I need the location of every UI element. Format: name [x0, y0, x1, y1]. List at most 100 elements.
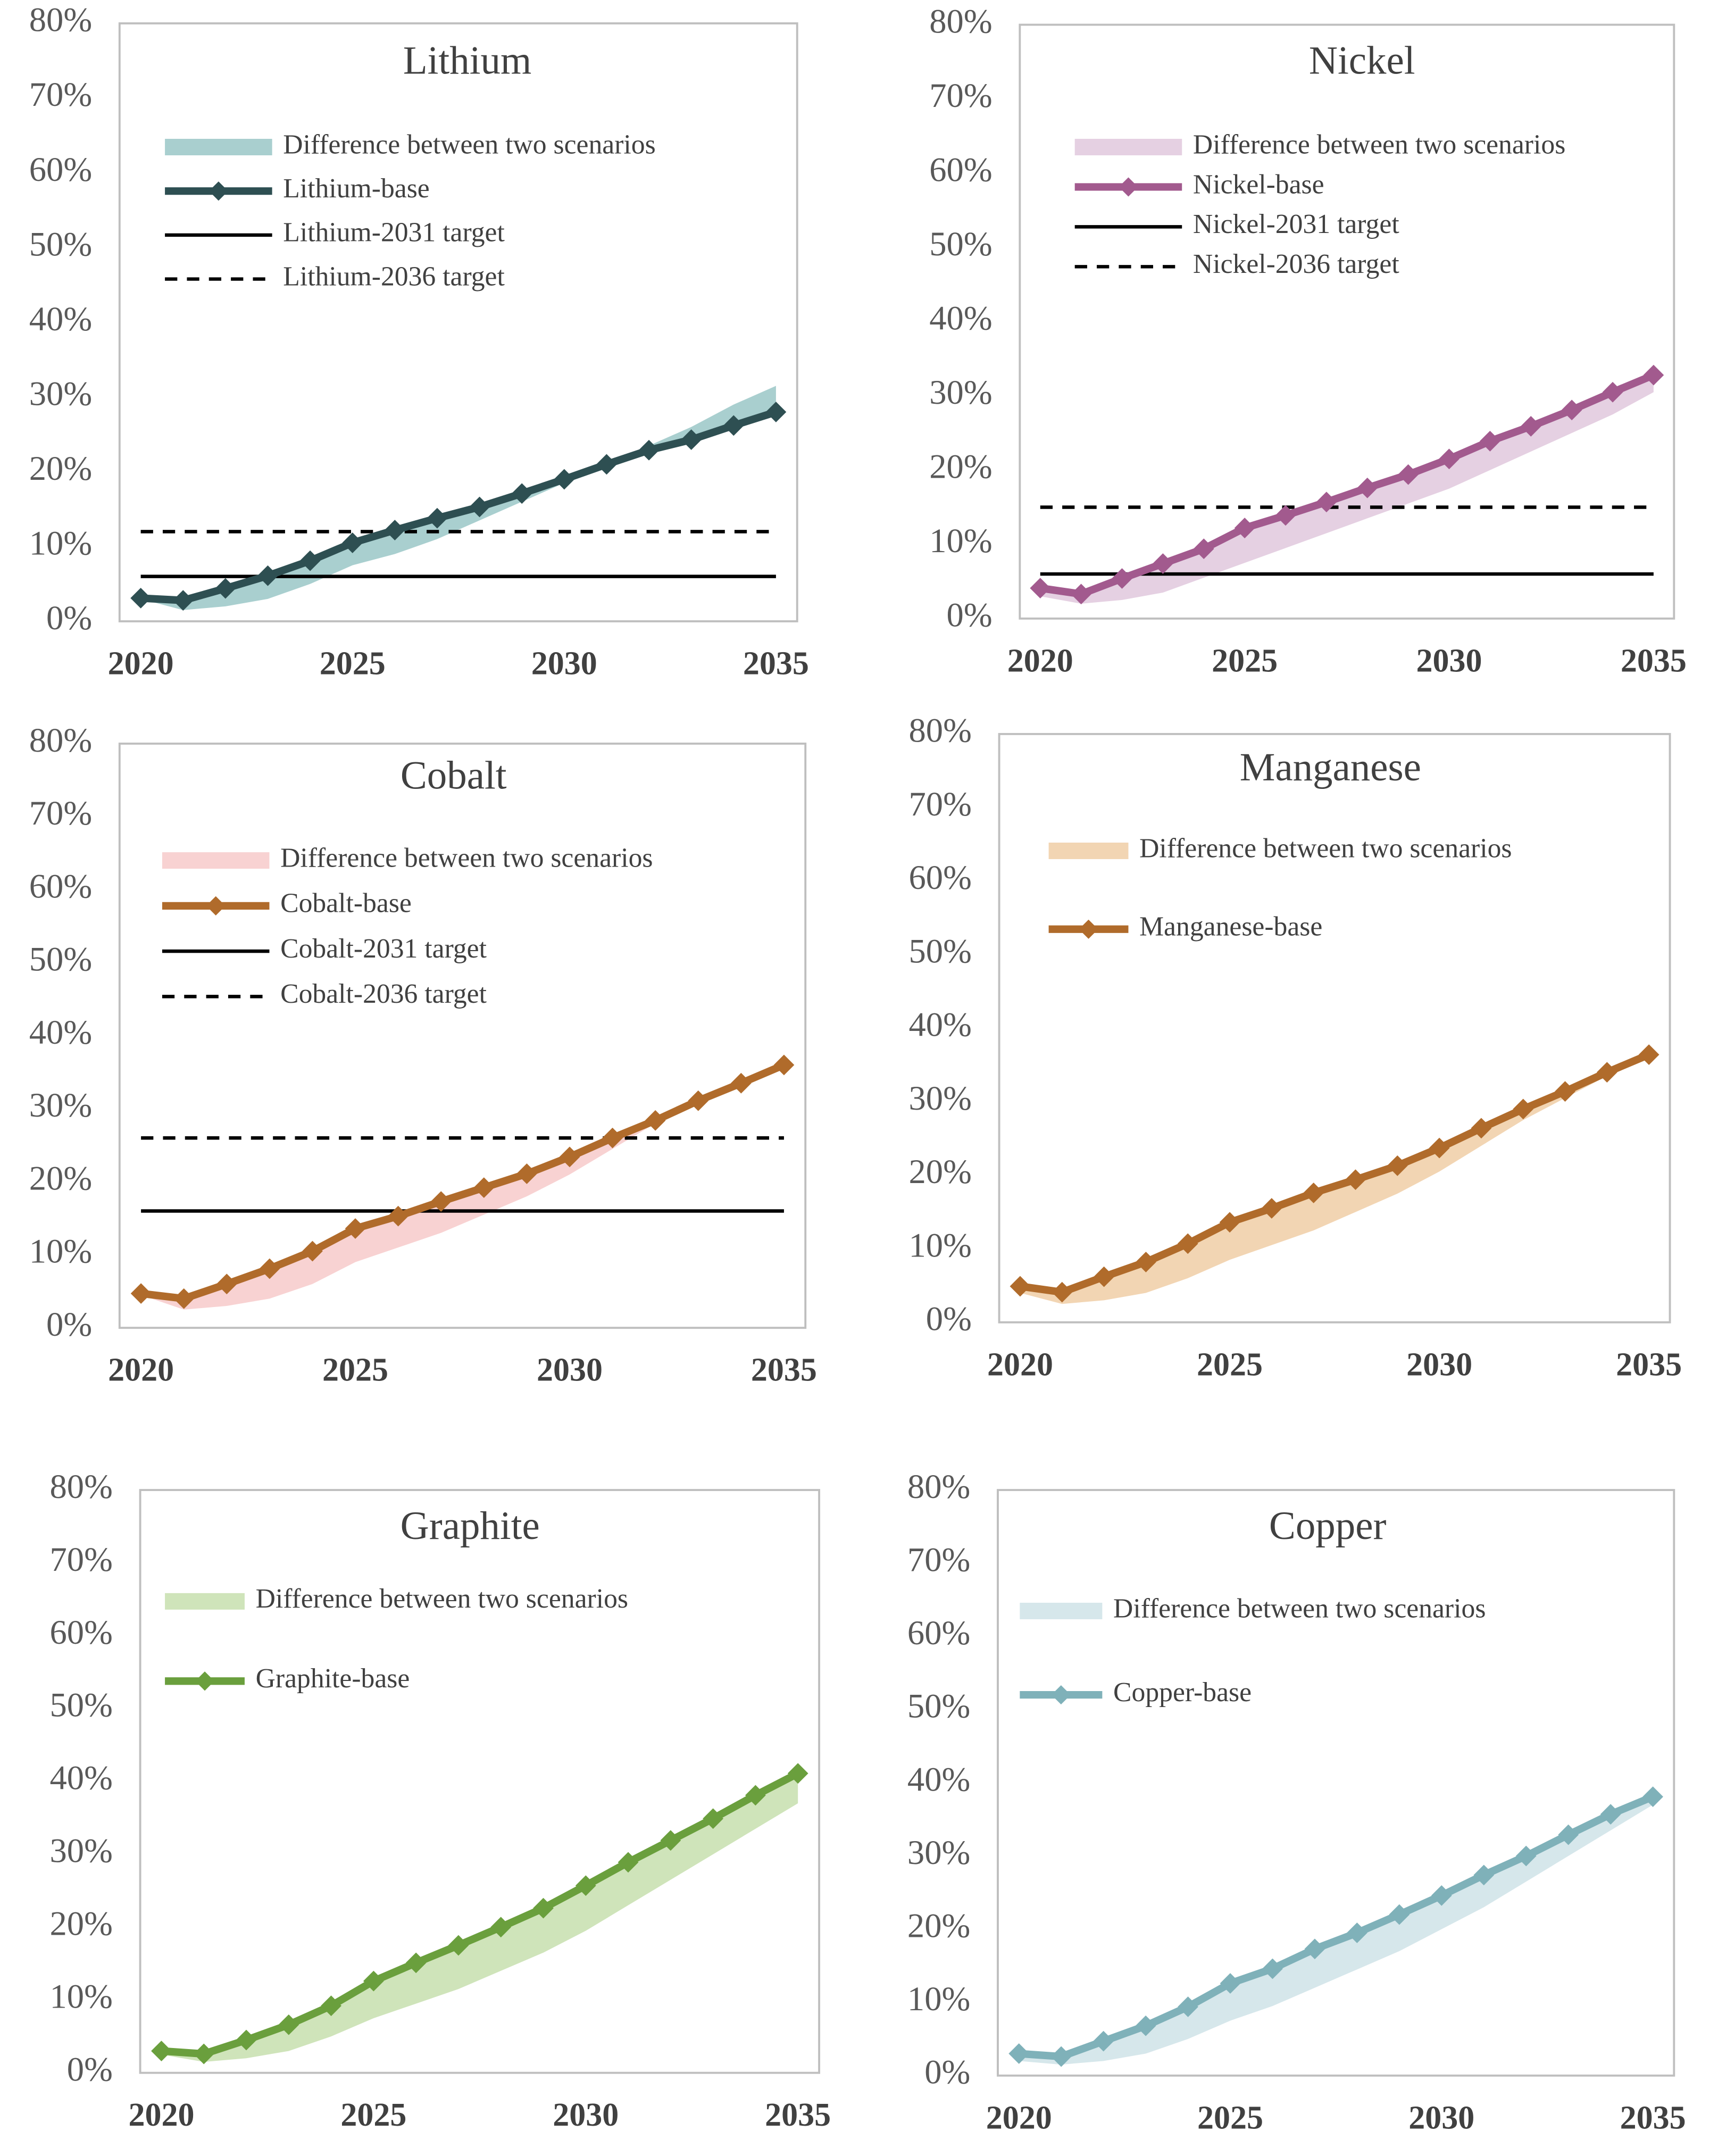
base-marker — [723, 415, 744, 436]
legend-label: Copper-base — [1113, 1677, 1252, 1708]
legend-swatch — [1048, 842, 1129, 859]
y-tick-label: 30% — [50, 1832, 113, 1870]
legend-marker — [209, 181, 228, 201]
legend-label: Nickel-2031 target — [1193, 209, 1399, 239]
plot-frame — [118, 743, 807, 1329]
base-marker — [1638, 1044, 1659, 1065]
y-tick-label: 70% — [29, 794, 92, 832]
plot-frame — [997, 1489, 1675, 2077]
legend-marker — [206, 896, 226, 915]
legend-marker — [195, 1671, 215, 1691]
legend-marker — [1119, 177, 1138, 197]
base-marker — [533, 1897, 554, 1919]
legend-label: Lithium-2036 target — [283, 261, 505, 292]
y-tick-label: 40% — [29, 299, 92, 338]
legend-swatch — [1074, 138, 1182, 155]
legend-marker — [1051, 1685, 1071, 1705]
y-tick-label: 10% — [907, 1979, 970, 2018]
base-marker — [660, 1830, 681, 1851]
base-marker — [236, 2029, 257, 2051]
plot-frame — [998, 732, 1671, 1323]
y-tick-label: 60% — [907, 1613, 970, 1652]
legend-label: Nickel-base — [1193, 169, 1324, 199]
y-tick-label: 0% — [947, 596, 993, 634]
chart-title: Copper — [1269, 1504, 1387, 1548]
base-marker — [1561, 399, 1582, 421]
x-tick-label: 2020 — [1007, 643, 1073, 679]
chart-title: Manganese — [1240, 745, 1421, 789]
legend-label: Difference between two scenarios — [280, 843, 653, 873]
y-tick-label: 60% — [29, 867, 92, 905]
y-tick-label: 80% — [50, 1467, 113, 1505]
base-marker — [151, 2041, 172, 2061]
base-marker — [1643, 364, 1664, 386]
base-marker — [427, 507, 448, 529]
base-marker — [342, 532, 363, 553]
base-marker — [1479, 430, 1500, 452]
y-tick-label: 40% — [909, 1005, 972, 1044]
y-tick-label: 30% — [29, 1086, 92, 1124]
plot-frame — [1019, 23, 1675, 620]
y-tick-label: 10% — [29, 1232, 92, 1270]
y-tick-label: 50% — [29, 940, 92, 978]
legend-label: Difference between two scenarios — [1139, 833, 1512, 863]
legend-swatch — [165, 1593, 245, 1610]
y-tick-label: 50% — [50, 1686, 113, 1724]
base-marker — [575, 1875, 596, 1896]
x-tick-label: 2035 — [1616, 1346, 1682, 1383]
y-tick-label: 30% — [929, 373, 992, 411]
y-tick-label: 70% — [50, 1540, 113, 1578]
y-tick-label: 0% — [46, 598, 92, 637]
x-tick-label: 2030 — [553, 2097, 619, 2133]
scenario-band — [161, 1773, 798, 2062]
legend-label: Difference between two scenarios — [256, 1584, 628, 1614]
legend-label: Manganese-base — [1139, 912, 1322, 942]
legend-marker — [1079, 919, 1098, 939]
base-marker — [299, 550, 321, 571]
y-tick-label: 0% — [924, 2053, 970, 2091]
base-marker — [554, 469, 575, 490]
y-tick-label: 0% — [67, 2050, 113, 2088]
base-marker — [130, 1283, 152, 1304]
y-tick-label: 50% — [29, 224, 92, 263]
y-tick-label: 10% — [909, 1226, 972, 1264]
y-tick-label: 70% — [909, 785, 972, 823]
y-tick-label: 10% — [29, 523, 92, 562]
x-tick-label: 2035 — [743, 645, 809, 681]
base-marker — [618, 1852, 639, 1873]
base-marker — [773, 1054, 795, 1076]
base-marker — [516, 1163, 537, 1184]
x-tick-label: 2025 — [1197, 1346, 1263, 1383]
y-tick-label: 50% — [907, 1687, 970, 1725]
x-tick-label: 2020 — [108, 1352, 174, 1388]
base-marker — [215, 578, 236, 599]
y-tick-label: 20% — [929, 447, 992, 486]
x-tick-label: 2035 — [751, 1352, 817, 1388]
legend-label: Graphite-base — [256, 1663, 410, 1694]
x-tick-label: 2030 — [531, 645, 597, 681]
y-tick-label: 80% — [907, 1467, 970, 1505]
base-marker — [193, 2043, 214, 2065]
base-marker — [278, 2014, 299, 2035]
y-tick-label: 20% — [907, 1906, 970, 1944]
base-marker — [638, 439, 660, 461]
legend-label: Nickel-2036 target — [1193, 249, 1399, 279]
base-marker — [363, 1970, 384, 1992]
y-tick-label: 80% — [909, 711, 972, 750]
x-tick-label: 2025 — [320, 645, 386, 681]
base-marker — [384, 520, 405, 540]
plot-frame — [118, 22, 798, 622]
legend-label: Lithium-base — [283, 173, 429, 204]
y-tick-label: 40% — [907, 1760, 970, 1798]
base-marker — [1600, 1804, 1621, 1825]
y-tick-label: 80% — [929, 2, 992, 40]
x-tick-label: 2020 — [128, 2097, 194, 2133]
base-line — [140, 1061, 786, 1303]
y-tick-label: 30% — [909, 1079, 972, 1117]
x-tick-label: 2035 — [1621, 643, 1687, 679]
y-tick-label: 60% — [909, 858, 972, 896]
base-marker — [596, 454, 617, 475]
y-tick-label: 40% — [929, 298, 992, 337]
